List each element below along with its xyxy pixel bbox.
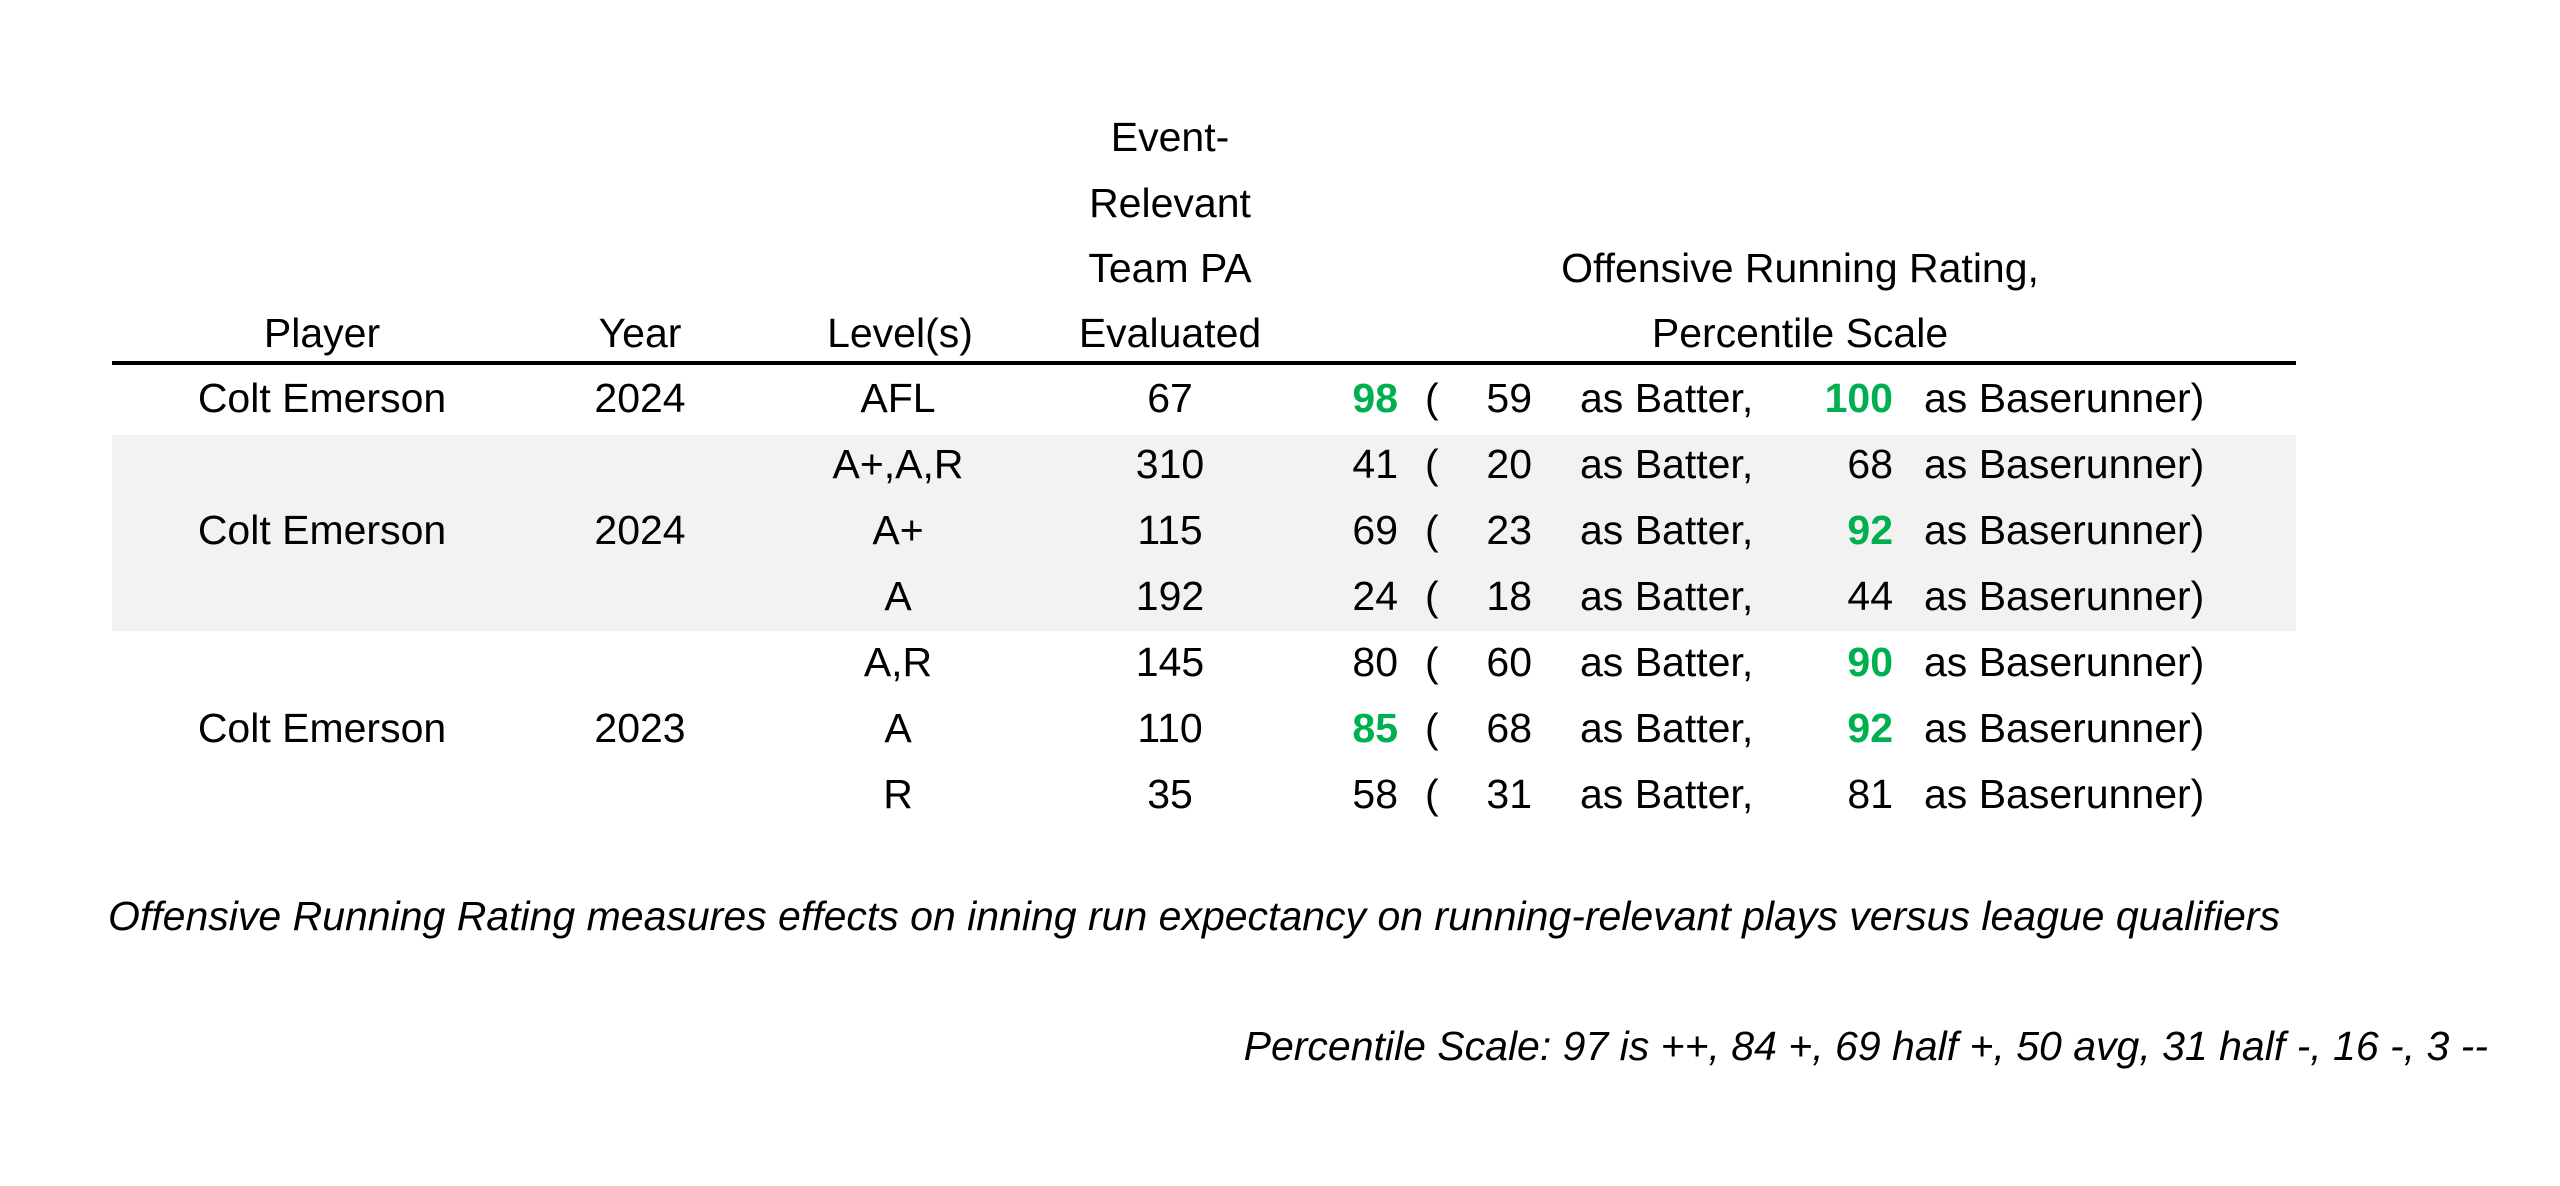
batter-label: as Batter, [1580,573,1754,619]
baserunner-label: as Baserunner) [1924,507,2205,553]
batter-label: as Batter, [1580,771,1754,817]
batter-rating: 31 [1486,771,1532,817]
season-year: 2024 [594,375,686,421]
level-cell: R [883,771,913,817]
batter-label: as Batter, [1580,507,1754,553]
scale-note: Percentile Scale: 97 is ++, 84 +, 69 hal… [1243,1023,2488,1069]
baserunner-rating: 92 [1847,507,1893,553]
level-cell: A,R [863,639,933,685]
batter-rating: 23 [1486,507,1532,553]
header-pa-line4: Evaluated [1078,310,1262,356]
header-player: Player [263,310,381,356]
pa-cell: 67 [1147,375,1193,421]
overall-rating: 58 [1352,771,1398,817]
baserunner-label: as Baserunner) [1924,375,2205,421]
pa-cell: 145 [1135,639,1205,685]
baserunner-rating: 90 [1847,639,1893,685]
overall-rating: 24 [1352,573,1398,619]
baserunner-rating: 68 [1847,441,1893,487]
header-year: Year [598,310,682,356]
batter-rating: 18 [1486,573,1532,619]
batter-rating: 59 [1486,375,1532,421]
header-rating-line1: Offensive Running Rating, [1561,245,2039,291]
definition-note: Offensive Running Rating measures effect… [108,893,2280,939]
overall-rating: 69 [1352,507,1398,553]
player-name: Colt Emerson [197,507,447,553]
batter-rating: 60 [1486,639,1532,685]
open-paren: ( [1425,771,1439,817]
season-year: 2024 [594,507,686,553]
baserunner-label: as Baserunner) [1924,573,2205,619]
batter-rating: 20 [1486,441,1532,487]
batter-label: as Batter, [1580,705,1754,751]
open-paren: ( [1425,507,1439,553]
header-pa-line2: Relevant [1089,180,1251,226]
open-paren: ( [1425,639,1439,685]
baserunner-label: as Baserunner) [1924,441,2205,487]
level-cell: A+,A,R [832,441,964,487]
baserunner-label: as Baserunner) [1924,705,2205,751]
baserunner-rating: 92 [1847,705,1893,751]
pa-cell: 310 [1135,441,1205,487]
batter-label: as Batter, [1580,375,1754,421]
header-rating-line2: Percentile Scale [1651,310,1949,356]
open-paren: ( [1425,441,1439,487]
header-levels: Level(s) [827,310,973,356]
level-cell: A [884,573,912,619]
player-name: Colt Emerson [197,705,447,751]
baserunner-label: as Baserunner) [1924,771,2205,817]
open-paren: ( [1425,705,1439,751]
row-group-band [112,435,2296,631]
season-year: 2023 [594,705,686,751]
level-cell: A [884,705,912,751]
pa-cell: 115 [1137,507,1203,553]
pa-cell: 192 [1135,573,1205,619]
open-paren: ( [1425,573,1439,619]
overall-rating: 85 [1352,705,1398,751]
batter-label: as Batter, [1580,441,1754,487]
batter-label: as Batter, [1580,639,1754,685]
level-cell: AFL [860,375,936,421]
overall-rating: 98 [1352,375,1398,421]
baserunner-rating: 100 [1824,375,1893,421]
overall-rating: 80 [1352,639,1398,685]
level-cell: A+ [872,507,924,553]
header-pa-line3: Team PA [1088,245,1252,291]
overall-rating: 41 [1352,441,1398,487]
header-pa-line1: Event- [1110,114,1230,160]
baserunner-rating: 81 [1847,771,1893,817]
pa-cell: 35 [1147,771,1193,817]
open-paren: ( [1425,375,1439,421]
baserunner-label: as Baserunner) [1924,639,2205,685]
pa-cell: 110 [1137,705,1203,751]
header-rule [112,361,2296,365]
batter-rating: 68 [1486,705,1532,751]
baserunner-rating: 44 [1847,573,1893,619]
player-name: Colt Emerson [197,375,447,421]
